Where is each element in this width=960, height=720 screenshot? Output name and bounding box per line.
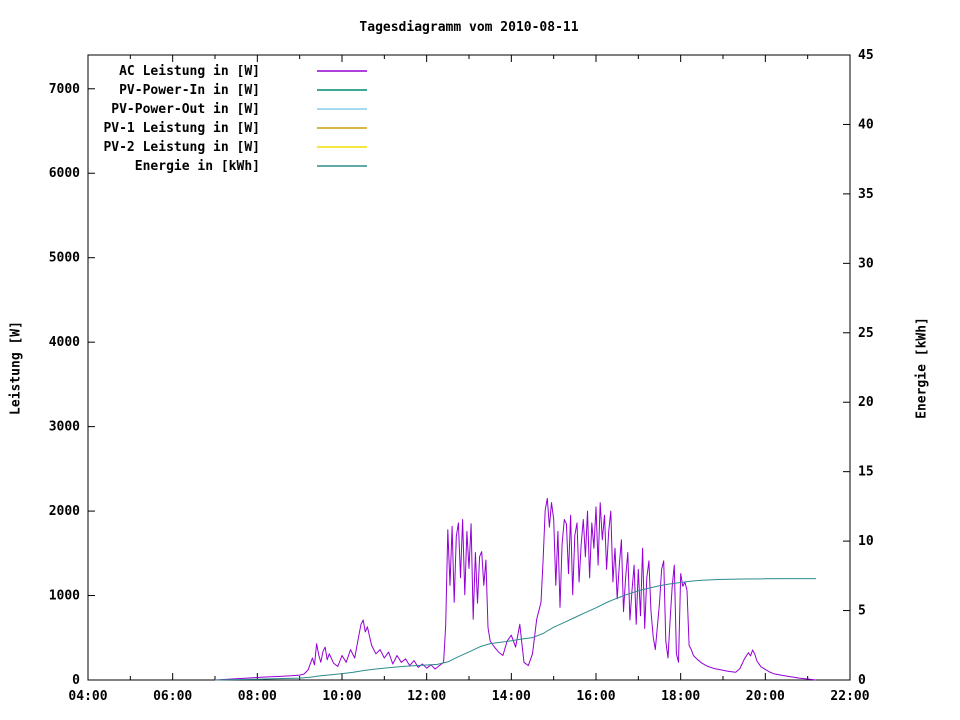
legend-label-ac-leistung-in-w: AC Leistung in [W] xyxy=(119,64,260,79)
y-left-tick-label: 7000 xyxy=(49,82,80,97)
y-left-tick-label: 0 xyxy=(72,673,80,688)
chart-title: Tagesdiagramm vom 2010-08-11 xyxy=(359,20,579,35)
y-left-tick-label: 5000 xyxy=(49,251,80,266)
legend-label-energie-in-kwh: Energie in [kWh] xyxy=(135,159,260,174)
y-right-tick-label: 40 xyxy=(858,117,874,132)
y-right-tick-label: 30 xyxy=(858,256,874,271)
x-tick-label: 16:00 xyxy=(576,689,615,704)
legend-label-pv-2-leistung-in-w: PV-2 Leistung in [W] xyxy=(103,140,260,155)
x-tick-label: 08:00 xyxy=(238,689,277,704)
y-right-tick-label: 45 xyxy=(858,48,874,63)
y-left-tick-label: 6000 xyxy=(49,166,80,181)
y-left-tick-label: 1000 xyxy=(49,589,80,604)
y-right-tick-label: 20 xyxy=(858,395,874,410)
y-right-tick-label: 10 xyxy=(858,534,874,549)
x-tick-label: 04:00 xyxy=(68,689,107,704)
y-right-tick-label: 25 xyxy=(858,326,874,341)
y-left-tick-label: 3000 xyxy=(49,420,80,435)
x-tick-label: 10:00 xyxy=(322,689,361,704)
y-right-tick-label: 35 xyxy=(858,187,874,202)
x-tick-label: 20:00 xyxy=(746,689,785,704)
y-right-tick-label: 15 xyxy=(858,465,874,480)
y-right-tick-label: 0 xyxy=(858,673,866,688)
x-tick-label: 18:00 xyxy=(661,689,700,704)
y-left-tick-label: 2000 xyxy=(49,504,80,519)
x-tick-label: 14:00 xyxy=(492,689,531,704)
y-left-tick-label: 4000 xyxy=(49,335,80,350)
series-line-energie-in-kwh xyxy=(214,578,817,681)
x-tick-label: 22:00 xyxy=(830,689,869,704)
x-tick-label: 12:00 xyxy=(407,689,446,704)
legend-label-pv-power-in-in-w: PV-Power-In in [W] xyxy=(119,83,260,98)
x-tick-label: 06:00 xyxy=(153,689,192,704)
y-right-tick-label: 5 xyxy=(858,604,866,619)
series-line-ac-leistung-in-w xyxy=(214,497,817,681)
legend-label-pv-power-out-in-w: PV-Power-Out in [W] xyxy=(111,102,260,117)
legend-label-pv-1-leistung-in-w: PV-1 Leistung in [W] xyxy=(103,121,260,136)
